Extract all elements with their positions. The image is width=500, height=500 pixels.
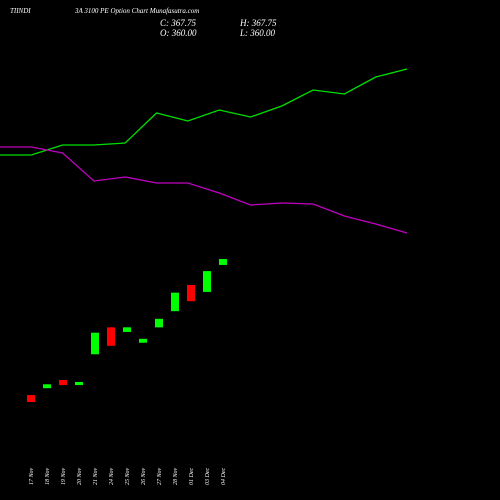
x-tick-label: 24 Nov: [108, 467, 115, 485]
x-tick-label: 27 Nov: [157, 467, 163, 485]
candle-body: [123, 327, 131, 332]
x-tick-label: 01 Dec: [189, 468, 195, 485]
candle-body: [91, 332, 99, 355]
chart-subtitle: 3A 3100 PE Option Chart Munafasutra.com: [74, 7, 199, 15]
candle-body: [219, 259, 227, 265]
chart-title: TIINDI: [10, 7, 31, 15]
x-tick-label: 03 Dec: [205, 468, 211, 485]
candle-body: [171, 292, 179, 312]
x-tick-label: 25 Nov: [125, 467, 131, 485]
indicator-line: [0, 68, 408, 156]
candle-body: [203, 271, 211, 292]
candle-body: [187, 284, 195, 302]
x-tick-label: 20 Nov: [77, 467, 83, 485]
candle-body: [27, 395, 35, 402]
candle-body: [59, 380, 67, 386]
x-tick-label: 17 Nov: [29, 467, 35, 485]
low-label: L: 360.00: [239, 28, 276, 38]
indicator-line: [0, 146, 408, 234]
x-tick-label: 19 Nov: [61, 467, 67, 485]
close-label: C: 367.75: [160, 18, 197, 28]
x-tick-label: 21 Nov: [93, 467, 99, 485]
x-tick-label: 26 Nov: [141, 467, 147, 485]
x-tick-label: 04 Dec: [220, 468, 227, 485]
x-tick-label: 28 Nov: [173, 467, 179, 485]
candle-body: [75, 381, 83, 386]
candle-body: [107, 327, 115, 346]
candle-body: [155, 318, 163, 328]
open-label: O: 360.00: [160, 28, 197, 38]
candle-body: [43, 384, 51, 389]
candle-body: [139, 338, 147, 343]
x-tick-label: 18 Nov: [45, 467, 51, 485]
high-label: H: 367.75: [239, 18, 277, 28]
